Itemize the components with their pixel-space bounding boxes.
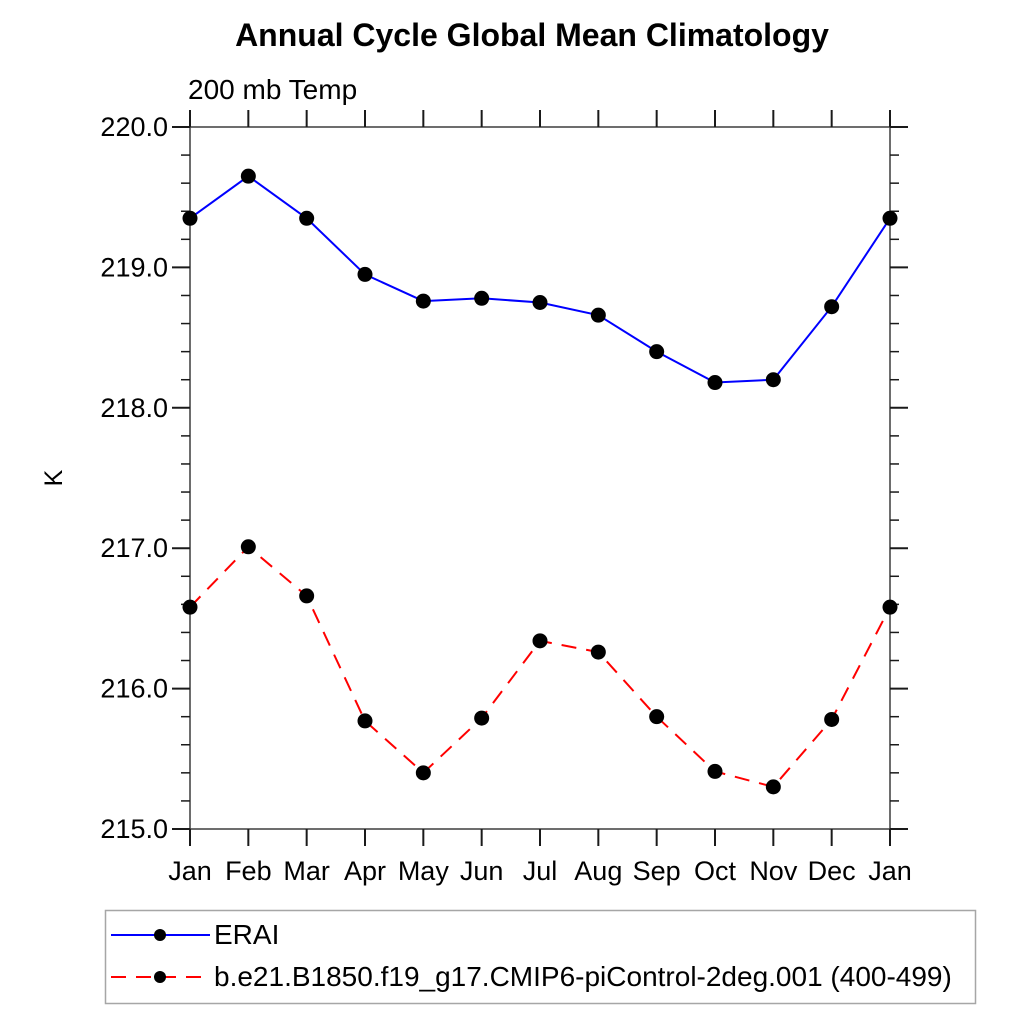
x-tick-label: Jan	[168, 856, 212, 886]
series-erai	[182, 168, 898, 391]
series-line	[189, 545, 891, 789]
x-tick-label: Apr	[344, 856, 386, 886]
y-tick-label: 217.0	[100, 533, 168, 563]
x-tick-label: Jul	[523, 856, 558, 886]
data-point-marker	[182, 210, 198, 226]
data-point-marker	[532, 295, 548, 310]
data-point-marker	[415, 293, 431, 309]
y-axis-label: K	[40, 469, 68, 486]
x-tick-label: Aug	[574, 856, 622, 886]
x-tick-label: Mar	[283, 856, 330, 886]
data-point-marker	[882, 599, 898, 615]
legend-marker-dot-icon	[154, 971, 166, 983]
legend-entry-model: b.e21.B1850.f19_g17.CMIP6-piControl-2deg…	[111, 961, 952, 992]
data-point-marker	[474, 710, 490, 726]
series-model	[182, 539, 898, 795]
legend-marker-dot-icon	[154, 929, 166, 941]
plot-axes: Jan Feb Mar Apr May Jun Jul Aug Sep Oct Nov Dec Jan2…	[100, 110, 912, 886]
plot-frame	[189, 126, 891, 830]
x-tick-label: Nov	[749, 856, 798, 886]
data-point-marker	[357, 266, 373, 282]
data-point-marker	[649, 344, 665, 360]
legend-entry-erai: ERAI	[111, 919, 279, 950]
data-point-marker	[707, 763, 723, 779]
data-point-marker	[357, 713, 373, 729]
data-point-marker	[882, 210, 898, 226]
data-point-marker	[765, 779, 781, 795]
data-point-marker	[707, 375, 723, 391]
y-tick-label: 219.0	[100, 252, 168, 282]
x-tick-label: May	[398, 856, 450, 886]
x-tick-label: Jun	[460, 856, 504, 886]
y-tick-label: 218.0	[100, 393, 168, 423]
data-point-marker	[240, 539, 256, 555]
x-tick-label: Oct	[694, 856, 737, 886]
data-point-marker	[299, 588, 315, 604]
data-point-marker	[299, 210, 315, 226]
data-point-marker	[415, 765, 431, 781]
legend-label-model: b.e21.B1850.f19_g17.CMIP6-piControl-2deg…	[214, 961, 952, 992]
chart-title: Annual Cycle Global Mean Climatology	[235, 17, 829, 53]
x-tick-label: Dec	[808, 856, 856, 886]
chart-subtitle: 200 mb Temp	[188, 74, 357, 105]
data-point-marker	[824, 299, 840, 315]
legend-box	[104, 909, 977, 1005]
series-line	[189, 174, 891, 384]
y-tick-label: 220.0	[100, 112, 168, 142]
data-point-marker	[532, 633, 548, 649]
data-point-marker	[590, 644, 606, 660]
x-tick-label: Feb	[225, 856, 272, 886]
data-point-marker	[240, 168, 256, 184]
data-point-marker	[649, 709, 665, 725]
x-tick-label: Sep	[633, 856, 681, 886]
data-point-marker	[182, 599, 198, 615]
plot-series	[182, 168, 898, 795]
legend: ERAI b.e21.B1850.f19_g17.CMIP6-piControl…	[104, 909, 977, 1005]
data-point-marker	[474, 290, 490, 306]
data-point-marker	[590, 307, 606, 323]
legend-label-erai: ERAI	[214, 919, 279, 950]
y-tick-label: 215.0	[100, 814, 168, 844]
x-tick-label: Jan	[868, 856, 912, 886]
data-point-marker	[765, 372, 781, 388]
y-tick-label: 216.0	[100, 674, 168, 704]
data-point-marker	[824, 711, 840, 727]
